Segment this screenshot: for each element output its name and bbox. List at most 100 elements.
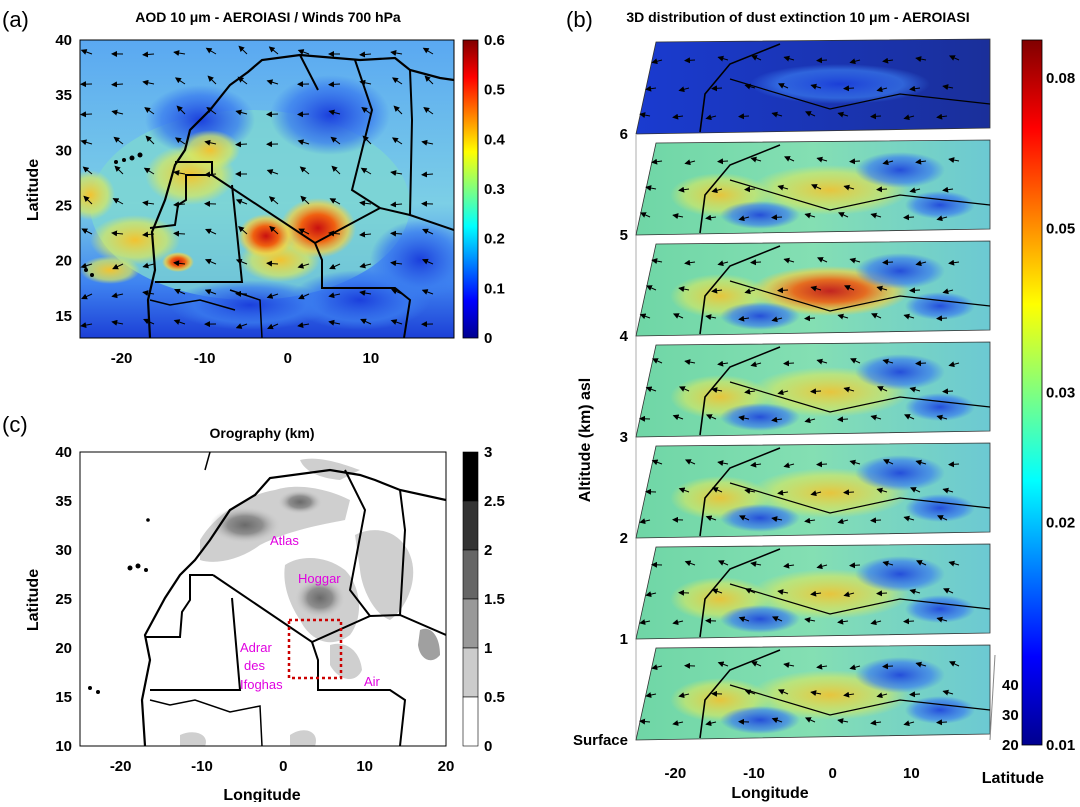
panel-c-y-tick-label: 15	[55, 689, 72, 706]
wind-vector	[904, 217, 914, 218]
panel-c: (c) Orography (km) Latitude Longitude	[2, 412, 505, 802]
slice-feature	[750, 64, 930, 104]
panel-a-y-tick-label: 40	[55, 32, 72, 49]
slice-feature	[720, 201, 800, 229]
wind-vector	[916, 363, 926, 364]
panel-b-zlabel: Latitude	[982, 770, 1044, 787]
panel-b-latitude-tick-label: 40	[1002, 677, 1019, 694]
panel-b-altitude-tick-label: 4	[620, 328, 629, 345]
panel-c-xlabel: Longitude	[223, 787, 300, 802]
slice-1	[636, 544, 990, 639]
panel-b-colorbar-tick-label: 0.03	[1046, 385, 1075, 402]
panel-c-colorbar-tick-label: 0.5	[484, 689, 505, 706]
panel-c-x-tick-label: -10	[191, 758, 213, 775]
panel-a-colorbar-tick-label: 0.6	[484, 32, 505, 49]
panel-b-colorbar-tick-label: 0.05	[1046, 221, 1075, 238]
wind-vector	[817, 60, 827, 61]
slice-4	[636, 241, 990, 336]
wind-vector	[174, 233, 185, 234]
panel-a-y-tick-label: 35	[55, 87, 72, 104]
panel-c-colorbar-segment	[463, 452, 478, 501]
panel-b-altitude-tick-label: Surface	[573, 732, 628, 749]
wind-vector	[910, 694, 920, 695]
label-adrar: Adrar	[240, 640, 272, 655]
panel-c-colorbar-tick-label: 2	[484, 542, 492, 559]
panel-a-colorbar-tick-label: 0	[484, 330, 492, 347]
panel-a-y-tick-label: 25	[55, 198, 72, 215]
slice-5	[636, 140, 990, 235]
panel-a-x-tick-label: -20	[111, 350, 133, 367]
panel-c-colorbar-segment	[463, 599, 478, 648]
panel-a-letter: (a)	[2, 7, 29, 32]
wind-vector	[236, 144, 247, 145]
wind-vector	[805, 318, 815, 319]
panel-c-x-tick-label: 0	[279, 758, 287, 775]
panel-c-title: Orography (km)	[209, 425, 314, 441]
panel-a-y-tick-label: 15	[55, 308, 72, 325]
label-ifoghas: Ifoghas	[240, 677, 283, 692]
panel-a-map	[65, 40, 470, 338]
panel-c-colorbar-tick-label: 2.5	[484, 493, 505, 510]
panel-c-colorbar-segment	[463, 501, 478, 550]
panel-a-colorbar-tick-label: 0.1	[484, 280, 505, 297]
wind-vector	[910, 290, 920, 291]
wind-vector	[877, 593, 887, 594]
panel-b-altitude-tick-label: 3	[620, 429, 628, 446]
wind-vector	[943, 391, 953, 392]
panel-a-colorbar	[463, 40, 478, 338]
wind-vector	[772, 217, 782, 218]
panel-a-colorbar-tick-label: 0.4	[484, 131, 506, 148]
panel-b-ylabel: Altitude (km) asl	[577, 378, 594, 502]
wind-vector	[850, 161, 860, 162]
panel-c-colorbar-segment	[463, 697, 478, 746]
panel-a-title: AOD 10 μm - AEROIASI / Winds 700 hPa	[135, 9, 401, 25]
slice-feature	[855, 253, 945, 289]
wind-vector	[904, 621, 914, 622]
panel-c-x-tick-label: -20	[110, 758, 132, 775]
wind-vector	[850, 565, 860, 566]
slice-feature	[905, 494, 975, 522]
slice-feature	[720, 504, 800, 532]
slice-feature	[855, 152, 945, 188]
panel-c-colorbar-tick-label: 3	[484, 444, 492, 461]
panel-a-y-tick-label: 20	[55, 253, 72, 270]
panel-b-colorbar-tick-label: 0.02	[1046, 515, 1075, 532]
panel-a-colorbar-ticks: 0.60.50.40.30.20.10	[484, 32, 506, 347]
slice-feature	[905, 292, 975, 320]
slice-feature	[720, 706, 800, 734]
wind-vector	[883, 262, 893, 263]
wind-vector	[81, 114, 92, 115]
label-atlas: Atlas	[270, 533, 299, 548]
panel-c-map	[80, 452, 446, 746]
wind-vector	[739, 116, 749, 117]
panel-c-y-tick-label: 10	[55, 738, 72, 755]
panel-a: (a) AOD 10 μm - AEROIASI / Winds 700 hPa…	[2, 7, 506, 367]
slice-6	[636, 39, 990, 134]
wind-vector	[949, 464, 959, 465]
wind-vector	[685, 60, 695, 61]
wind-vector	[877, 189, 887, 190]
panel-b-title: 3D distribution of dust extinction 10 μm…	[626, 9, 969, 25]
slice-2	[636, 443, 990, 538]
wind-vector	[778, 290, 788, 291]
panel-b-colorbar-ticks: 0.080.050.030.020.01	[1046, 70, 1075, 754]
panel-b-x-tick-label: 0	[828, 765, 836, 782]
label-des: des	[244, 658, 265, 673]
label-air: Air	[364, 674, 381, 689]
panel-b-latitude-tick-label: 30	[1002, 707, 1019, 724]
panel-b-altitude-tick-label: 5	[620, 227, 628, 244]
panel-c-colorbar-segment	[463, 648, 478, 697]
panel-b: (b) 3D distribution of dust extinction 1…	[566, 7, 1075, 802]
label-hoggar: Hoggar	[298, 571, 341, 586]
panel-b-colorbar-tick-label: 0.01	[1046, 737, 1075, 754]
panel-c-letter: (c)	[2, 412, 28, 437]
panel-b-altitude-tick-label: 1	[620, 631, 628, 648]
slice-feature	[720, 605, 800, 633]
slice-feature	[855, 455, 945, 491]
wind-vector	[784, 363, 794, 364]
panel-c-colorbar-tick-label: 0	[484, 738, 492, 755]
slice-Surface	[636, 645, 990, 740]
